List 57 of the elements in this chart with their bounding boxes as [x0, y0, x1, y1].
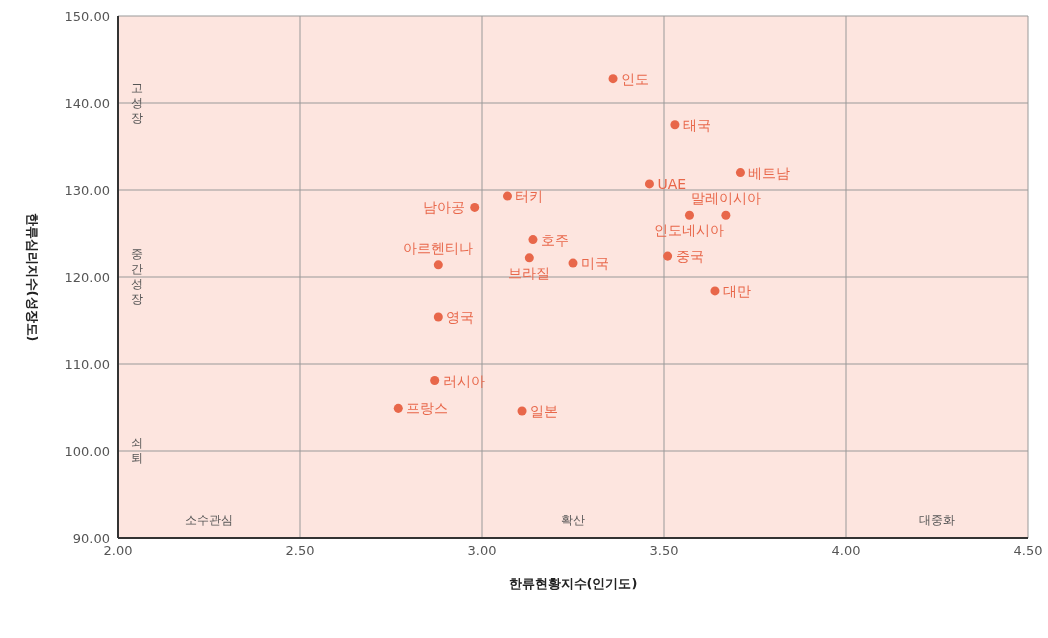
- series-label: 러시아: [442, 372, 485, 389]
- x-tick-label: 2.00: [103, 543, 133, 559]
- point: [433, 312, 443, 322]
- series-label: 아르헨티나: [403, 239, 474, 256]
- series-label: 남아공: [422, 199, 465, 216]
- x-tick-label: 2.50: [285, 543, 315, 559]
- annotation: 쇠퇴: [130, 436, 143, 466]
- annotation: 소수관심: [185, 512, 233, 529]
- series-label: 인도: [621, 70, 650, 87]
- x-tick-label: 4.00: [831, 543, 861, 559]
- series-label: 말레이시아: [690, 190, 761, 207]
- annotation: 대중화: [919, 512, 955, 529]
- point: [470, 202, 480, 212]
- point: [735, 168, 745, 178]
- point: [433, 260, 443, 270]
- series-label: 중국: [675, 248, 704, 265]
- series-label: 인도네시아: [654, 222, 725, 239]
- point: [684, 210, 694, 220]
- series-label: 터키: [515, 188, 544, 205]
- y-tick-label: 140.00: [64, 95, 110, 111]
- y-tick-label: 150.00: [64, 8, 110, 24]
- annotation: 고성장: [130, 80, 143, 126]
- point: [663, 251, 673, 261]
- series-label: 베트남: [748, 164, 791, 181]
- point: [568, 258, 578, 268]
- y-tick-label: 100.00: [64, 443, 110, 459]
- point: [528, 235, 538, 245]
- x-tick-label: 3.50: [649, 543, 679, 559]
- y-tick-label: 110.00: [64, 356, 110, 372]
- x-tick-label: 3.00: [467, 543, 497, 559]
- x-axis-title: 한류현황지수(인기도): [508, 576, 638, 591]
- annotation: 확산: [561, 512, 585, 529]
- series-label: 브라질: [508, 264, 551, 281]
- point: [721, 210, 731, 220]
- point: [502, 191, 512, 201]
- point: [644, 179, 654, 189]
- series-label: 호주: [540, 231, 569, 248]
- point: [608, 74, 618, 84]
- series-label: UAE: [657, 175, 687, 192]
- series-label: 미국: [581, 255, 609, 272]
- annotation: 중간성장: [130, 247, 143, 307]
- series-label: 프랑스: [406, 400, 449, 417]
- point: [670, 120, 680, 130]
- y-tick-label: 130.00: [64, 182, 110, 198]
- y-tick-label: 90.00: [72, 530, 110, 546]
- series-label: 대만: [722, 282, 751, 299]
- point: [517, 406, 527, 416]
- x-tick-label: 4.50: [1013, 543, 1043, 559]
- series-label: 태국: [682, 116, 711, 133]
- point: [710, 286, 720, 296]
- point: [524, 253, 534, 263]
- point: [430, 376, 440, 386]
- y-tick-label: 120.00: [64, 269, 110, 285]
- point: [393, 403, 403, 413]
- y-axis-title: 한류심리지수(성장도): [25, 212, 41, 342]
- series-label: 일본: [530, 402, 559, 419]
- series-label: 영국: [446, 309, 475, 326]
